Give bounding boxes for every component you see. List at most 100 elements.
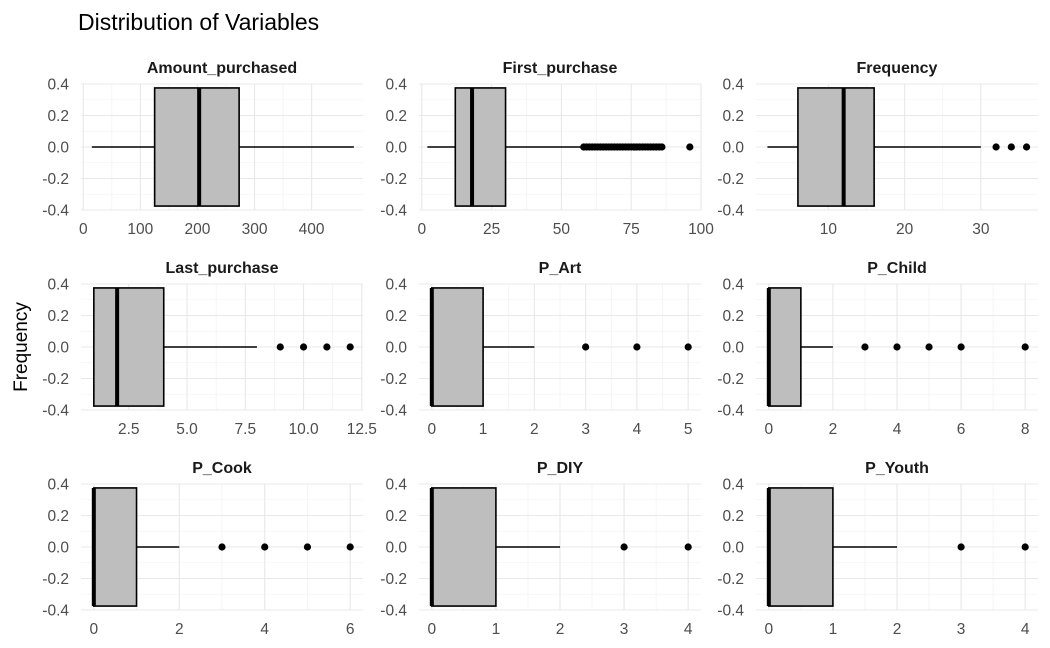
- x-tick-label: 2: [829, 421, 838, 438]
- outlier-point: [861, 343, 869, 351]
- iqr-box: [93, 487, 138, 607]
- x-tick-label: 25: [483, 221, 500, 238]
- facet-strip-label: First_purchase: [503, 60, 618, 77]
- y-tick-label: 0.4: [385, 277, 407, 294]
- x-tick-label: 4: [893, 421, 902, 438]
- facet-strip-label: Amount_purchased: [147, 60, 297, 77]
- x-tick-label: 1: [492, 621, 501, 638]
- outlier-point: [303, 543, 312, 551]
- outlier-point: [925, 343, 933, 351]
- y-tick-label: -0.4: [717, 203, 744, 220]
- y-tick-label: 0.4: [47, 477, 69, 494]
- outlier-point: [684, 543, 692, 551]
- outlier-point: [1007, 143, 1015, 151]
- x-tick-label: 2.5: [118, 421, 140, 438]
- y-tick-label: -0.4: [380, 603, 407, 620]
- y-tick-label: -0.2: [717, 171, 744, 188]
- x-tick-label: 300: [242, 221, 268, 238]
- facet-strip-label: P_Youth: [865, 460, 929, 477]
- outlier-point: [276, 343, 284, 351]
- y-tick-label: 0.4: [722, 477, 744, 494]
- outlier-point: [346, 543, 354, 551]
- x-tick-label: 0: [417, 221, 426, 238]
- y-tick-label: 0.0: [722, 540, 744, 557]
- facet-panel-last-purchase: 0.4 0.2 0.0 -0.2 -0.4 2.5 5.0 7.5 10.0 12.5 Last_p…: [42, 260, 377, 438]
- outlier-point: [992, 143, 1000, 151]
- y-tick-label: 0.2: [47, 508, 69, 525]
- y-tick-label: -0.2: [380, 371, 407, 388]
- y-tick-label: 0.4: [47, 77, 69, 94]
- y-tick-label: 0.4: [722, 277, 744, 294]
- x-tick-label: 1: [479, 421, 488, 438]
- iqr-box: [93, 287, 165, 407]
- x-tick-label: 12.5: [347, 421, 377, 438]
- outlier-point: [218, 543, 226, 551]
- y-tick-label: -0.4: [717, 603, 744, 620]
- iqr-box: [153, 87, 240, 207]
- y-tick-label: 0.0: [722, 340, 744, 357]
- facet-panel-p-child: 0.4 0.2 0.0 -0.2 -0.4 0 2 4 6 8 P_Child: [717, 260, 1038, 438]
- facet-panel-p-youth: 0.4 0.2 0.0 -0.2 -0.4 0 1 2 3 4 P_Youth: [717, 460, 1038, 638]
- x-tick-label: 2: [893, 621, 902, 638]
- x-tick-label: 5: [684, 421, 693, 438]
- y-tick-label: 0.0: [385, 340, 407, 357]
- outlier-point: [957, 343, 965, 351]
- y-tick-label: -0.4: [42, 403, 69, 420]
- outlier-point: [582, 343, 590, 351]
- facet-panel-p-diy: 0.4 0.2 0.0 -0.2 -0.4 0 1 2 3 4 P_DIY: [380, 460, 701, 638]
- x-tick-label: 0: [765, 421, 774, 438]
- iqr-box: [768, 487, 834, 607]
- x-tick-label: 0: [765, 621, 774, 638]
- y-tick-label: 0.2: [385, 308, 407, 325]
- y-tick-label: 0.2: [47, 108, 69, 125]
- x-tick-label: 200: [185, 221, 211, 238]
- y-tick-label: 0.0: [47, 540, 69, 557]
- panels-group: 0.40.20.0-0.2-0.40 100 200 300 400Amount_pur…: [42, 60, 1038, 638]
- iqr-box: [431, 287, 484, 407]
- x-tick-label: 3: [620, 621, 629, 638]
- outlier-point: [323, 343, 331, 351]
- x-tick-label: 2: [175, 621, 184, 638]
- y-tick-label: 0.2: [385, 508, 407, 525]
- chart-title: Distribution of Variables: [78, 9, 319, 35]
- x-tick-label: 3: [581, 421, 590, 438]
- x-tick-label: 0: [428, 421, 437, 438]
- iqr-box: [768, 287, 802, 407]
- y-tick-label: 0.0: [722, 140, 744, 157]
- x-tick-label: 4: [633, 421, 642, 438]
- facet-panel-p-art: 0.4 0.2 0.0 -0.2 -0.4 0 1 2 3 4 5 P_Art: [380, 260, 701, 438]
- facet-strip-label: Last_purchase: [166, 260, 279, 277]
- y-axis-label: Frequency: [11, 302, 32, 392]
- y-tick-label: -0.4: [42, 603, 69, 620]
- x-tick-label: 5.0: [176, 421, 198, 438]
- outlier-point: [1021, 543, 1029, 551]
- facet-strip-label: Frequency: [857, 60, 938, 77]
- x-tick-label: 3: [957, 621, 966, 638]
- x-tick-label: 10: [820, 221, 838, 238]
- x-tick-label: 75: [623, 221, 640, 238]
- outlier-point: [633, 343, 641, 351]
- x-tick-label: 0: [428, 621, 437, 638]
- y-tick-label: -0.4: [380, 403, 407, 420]
- outlier-point: [957, 543, 965, 551]
- y-tick-label: -0.4: [42, 203, 69, 220]
- facet-strip-label: P_Child: [867, 260, 927, 277]
- y-tick-label: 0.4: [47, 277, 69, 294]
- x-tick-label: 400: [299, 221, 325, 238]
- y-tick-label: 0.0: [385, 540, 407, 557]
- outlier-point: [658, 143, 666, 151]
- outlier-point: [620, 543, 628, 551]
- facet-panel-first-purchase: 0.4 0.2 0.0 -0.2 -0.4 0 25 50 75 100 First_purchas…: [380, 60, 714, 238]
- facet-panel-frequency: 0.4 0.2 0.0 -0.2 -0.4 10 20 30 Frequency: [717, 60, 1038, 238]
- y-tick-label: -0.2: [380, 571, 407, 588]
- outlier-point: [1021, 343, 1029, 351]
- y-tick-label: 0.4: [385, 77, 407, 94]
- x-tick-label: 30: [972, 221, 990, 238]
- x-tick-label: 10.0: [288, 421, 319, 438]
- x-tick-label: 1: [829, 621, 838, 638]
- outlier-point: [686, 143, 694, 151]
- y-tick-label: -0.4: [717, 403, 744, 420]
- outlier-point: [299, 343, 308, 351]
- y-tick-label: 0.0: [47, 140, 69, 157]
- x-tick-label: 8: [1021, 421, 1030, 438]
